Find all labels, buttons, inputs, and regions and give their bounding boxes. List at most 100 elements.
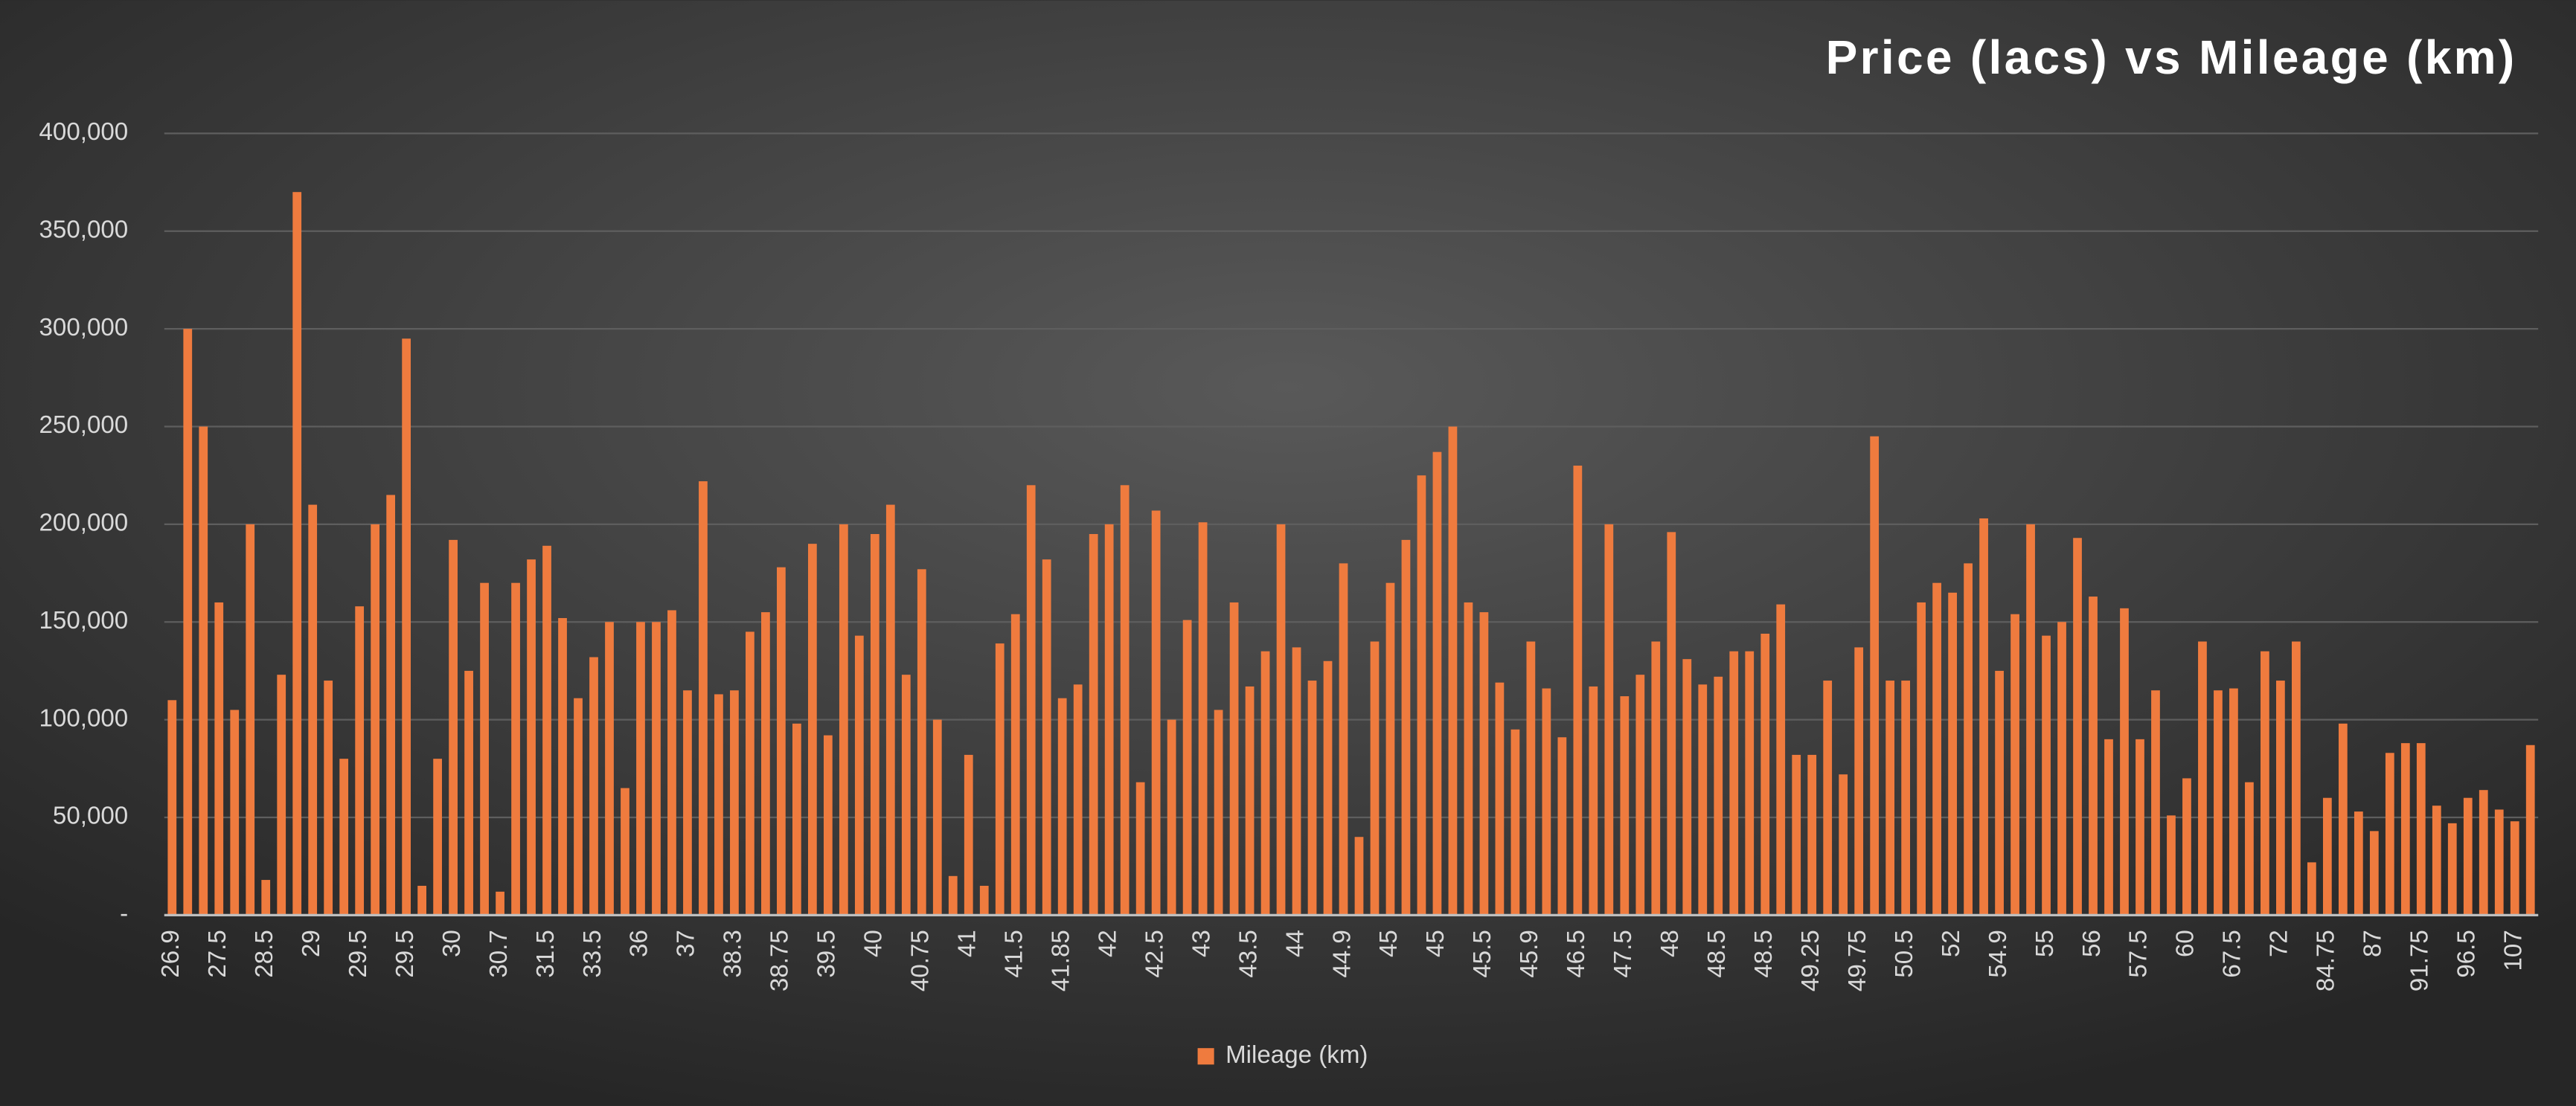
bar [417, 885, 426, 916]
x-tick-label: 48.5 [1703, 930, 1731, 977]
bar [1995, 670, 2004, 916]
x-tick-label: 29 [298, 930, 325, 957]
bar [807, 544, 817, 916]
bar [683, 690, 692, 916]
x-tick-label: 48.5 [1750, 930, 1778, 977]
bar [1245, 686, 1255, 916]
bar [1307, 681, 1317, 916]
bar [496, 891, 504, 916]
bar [167, 700, 177, 916]
x-tick-label: 84.75 [2313, 930, 2340, 991]
bar [901, 675, 911, 916]
x-tick-label: 41.5 [1000, 930, 1028, 977]
bar [870, 533, 880, 916]
bar [2432, 806, 2441, 916]
x-tick-label: 30 [438, 930, 466, 957]
bar [2307, 862, 2316, 916]
bar [1760, 633, 1770, 916]
bar [621, 788, 629, 916]
bar [2182, 778, 2191, 916]
x-tick-label: 40.75 [907, 930, 935, 991]
x-tick-label: 33.5 [579, 930, 606, 977]
bar [1026, 485, 1036, 916]
bar [777, 567, 786, 916]
bar [2338, 723, 2348, 916]
bar [1339, 563, 1348, 916]
bar [1385, 582, 1395, 916]
bar [667, 610, 676, 916]
bar [2447, 823, 2457, 916]
bar [1198, 522, 1208, 916]
bar [2057, 622, 2066, 916]
x-tick-label: 38.75 [766, 930, 794, 991]
x-tick-label: 91.75 [2406, 930, 2434, 991]
x-tick-label: 44.9 [1328, 930, 1356, 977]
bar [214, 602, 224, 916]
bar [1885, 681, 1895, 916]
x-tick-label: 49.25 [1797, 930, 1824, 991]
bar [230, 710, 240, 916]
bar [1104, 524, 1114, 916]
bar [2463, 797, 2473, 916]
bar [1464, 602, 1473, 916]
x-tick-label: 55 [2031, 930, 2059, 957]
x-tick-label: 42 [1094, 930, 1121, 957]
bar [480, 582, 489, 916]
bar [1120, 485, 1130, 916]
x-tick-label: 54.9 [1984, 930, 2012, 977]
bar [2494, 809, 2504, 916]
x-tick-label: 29.5 [391, 930, 419, 977]
bar [1182, 620, 1192, 916]
bar [1964, 563, 1973, 916]
bar [1682, 659, 1692, 916]
x-tick-label: 41.85 [1047, 930, 1074, 991]
x-tick-label: 87 [2359, 930, 2387, 957]
bar [402, 338, 411, 916]
bar [2167, 815, 2176, 916]
bar [2525, 745, 2535, 916]
bar [1807, 754, 1817, 916]
bar [2026, 524, 2035, 916]
bar [2136, 739, 2144, 916]
x-tick-label: 107 [2499, 930, 2527, 971]
y-tick-label: 50,000 [53, 803, 128, 830]
bar [1510, 729, 1520, 916]
x-tick-label: 50.5 [1891, 930, 1918, 977]
bar [246, 524, 255, 916]
bar [2120, 608, 2129, 916]
y-tick-label: 100,000 [39, 704, 129, 732]
bar [1010, 614, 1020, 916]
x-tick-label: 26.9 [157, 930, 185, 977]
bar [730, 690, 739, 916]
bar [792, 723, 801, 916]
bar [1276, 524, 1286, 916]
bar [589, 657, 598, 916]
bar [1635, 675, 1645, 916]
x-tick-label: 96.5 [2453, 930, 2481, 977]
bar [1698, 684, 1708, 916]
bar [2229, 688, 2238, 916]
bar [2369, 831, 2379, 916]
bar [1042, 559, 1051, 916]
bar [854, 635, 864, 916]
x-tick-label: 37 [673, 930, 700, 957]
bar [2261, 651, 2269, 916]
bar [1151, 510, 1161, 916]
y-tick-label: 200,000 [39, 509, 129, 537]
bar [1901, 681, 1911, 916]
bar [1089, 533, 1098, 916]
bar [1604, 524, 1614, 916]
x-tick-label: 45.5 [1469, 930, 1496, 977]
legend-swatch [1197, 1048, 1214, 1065]
bar [2073, 538, 2082, 916]
x-tick-label: 67.5 [2219, 930, 2246, 977]
x-tick-label: 28.5 [251, 930, 278, 977]
bar [1870, 436, 1880, 916]
bar [1651, 641, 1661, 916]
bar [1229, 602, 1239, 916]
y-tick-label: 250,000 [39, 411, 129, 439]
x-tick-label: 48 [1656, 930, 1684, 957]
bar [1495, 682, 1505, 916]
